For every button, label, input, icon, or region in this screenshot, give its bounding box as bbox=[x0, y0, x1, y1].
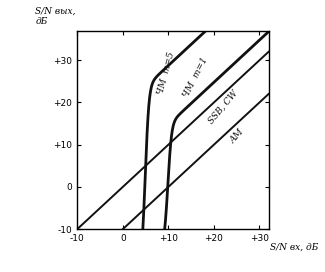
Text: S/N вх, дБ: S/N вх, дБ bbox=[270, 243, 319, 252]
Text: АМ: АМ bbox=[228, 127, 245, 145]
Text: ЧМ  m=5: ЧМ m=5 bbox=[156, 51, 176, 95]
Text: SSB, CW: SSB, CW bbox=[206, 88, 240, 125]
Text: ЧМ  m=1: ЧМ m=1 bbox=[182, 55, 210, 99]
Text: S/N вых,
дБ: S/N вых, дБ bbox=[35, 7, 76, 26]
